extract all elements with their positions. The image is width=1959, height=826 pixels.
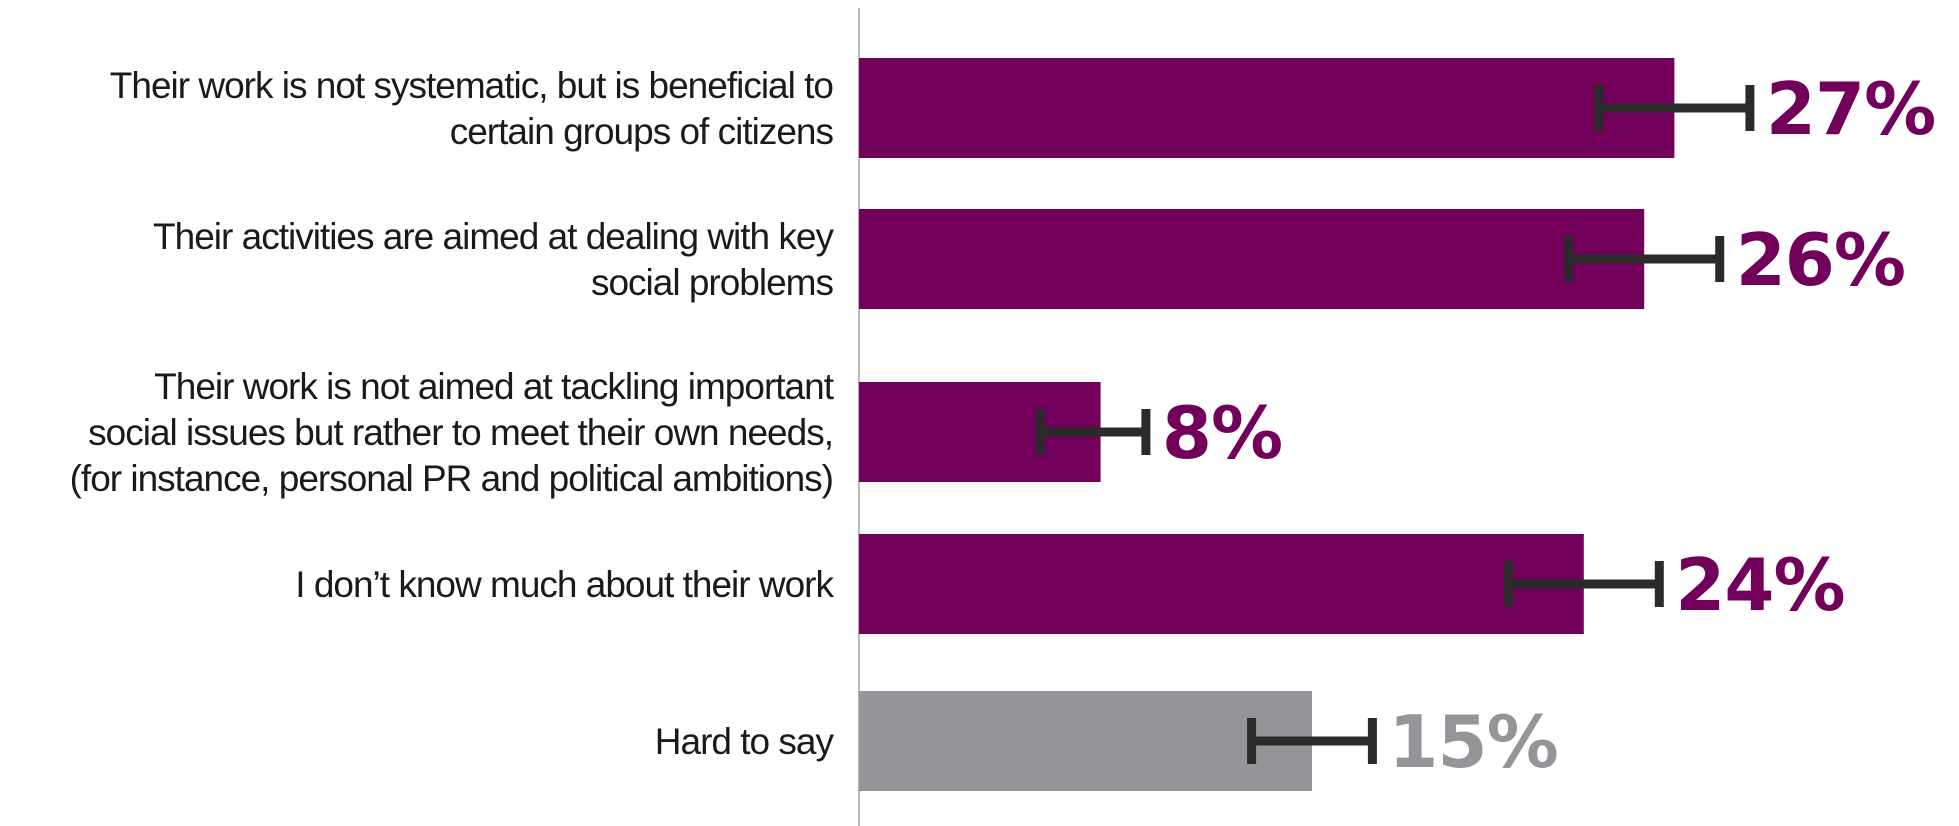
category-label-0-line-0: Their work is not systematic, but is ben… <box>110 65 834 106</box>
bar-3 <box>859 534 1584 634</box>
category-label-0: Their work is not systematic, but is ben… <box>110 65 834 152</box>
bars-layer <box>859 58 1675 791</box>
value-label-0: 27% <box>1766 67 1935 151</box>
category-label-1-line-0: Their activities are aimed at dealing wi… <box>153 216 834 257</box>
value-label-1: 26% <box>1736 218 1905 302</box>
category-label-2: Their work is not aimed at tackling impo… <box>70 366 835 499</box>
bar-1 <box>859 209 1645 309</box>
error-bars-layer <box>1035 85 1755 764</box>
category-label-0-line-1: certain groups of citizens <box>450 111 834 152</box>
category-label-3-line-0: I don’t know much about their work <box>295 564 834 605</box>
category-label-4: Hard to say <box>655 721 835 762</box>
category-label-2-line-0: Their work is not aimed at tackling impo… <box>154 366 835 407</box>
labels-layer: 27% Their work is not systematic, but is … <box>70 65 1937 784</box>
category-label-2-line-2: (for instance, personal PR and political… <box>70 458 833 499</box>
error-bar-1 <box>1564 236 1725 282</box>
category-label-3: I don’t know much about their work <box>295 564 834 605</box>
value-label-3: 24% <box>1675 543 1844 627</box>
category-label-4-line-0: Hard to say <box>655 721 835 762</box>
bar-4 <box>859 691 1312 791</box>
value-label-2: 8% <box>1162 391 1282 475</box>
error-bar-0 <box>1594 85 1755 131</box>
value-label-4: 15% <box>1388 700 1557 784</box>
category-label-1: Their activities are aimed at dealing wi… <box>153 216 834 303</box>
error-bar-2 <box>1035 409 1151 455</box>
error-bar-3 <box>1503 561 1664 607</box>
category-label-2-line-1: social issues but rather to meet their o… <box>88 412 833 453</box>
error-bar-4 <box>1247 718 1377 764</box>
category-label-1-line-1: social problems <box>591 262 834 303</box>
bar-0 <box>859 58 1675 158</box>
